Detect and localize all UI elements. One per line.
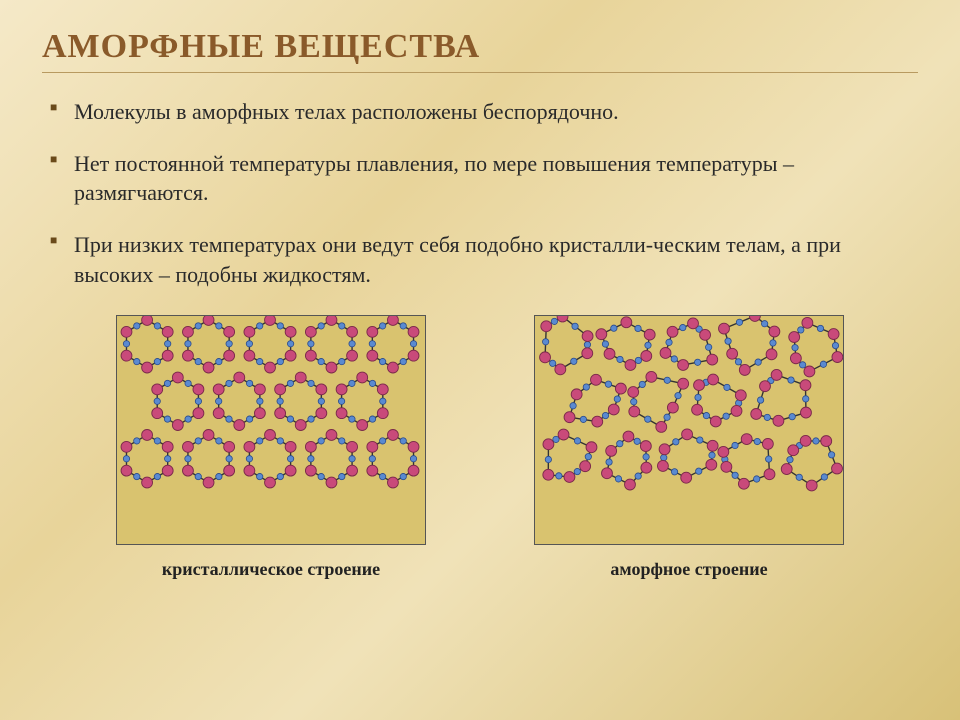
figures-row: кристаллическое строение аморфное строен… (42, 315, 918, 580)
bullet-list: Молекулы в аморфных телах расположены бе… (50, 97, 918, 289)
crystal-lattice-svg (117, 316, 425, 544)
crystal-panel (116, 315, 426, 545)
amorphous-caption: аморфное строение (534, 559, 844, 580)
slide: АМОРФНЫЕ ВЕЩЕСТВА Молекулы в аморфных те… (0, 0, 960, 720)
bullet-item: Молекулы в аморфных телах расположены бе… (50, 97, 918, 127)
figure-amorphous: аморфное строение (534, 315, 844, 580)
title-divider (42, 72, 918, 73)
bullet-item: При низких температурах они ведут себя п… (50, 230, 918, 289)
crystal-caption: кристаллическое строение (116, 559, 426, 580)
figure-crystal: кристаллическое строение (116, 315, 426, 580)
page-title: АМОРФНЫЕ ВЕЩЕСТВА (42, 28, 918, 66)
amorphous-lattice-svg (535, 316, 843, 544)
amorphous-panel (534, 315, 844, 545)
bullet-item: Нет постоянной температуры плавления, по… (50, 149, 918, 208)
